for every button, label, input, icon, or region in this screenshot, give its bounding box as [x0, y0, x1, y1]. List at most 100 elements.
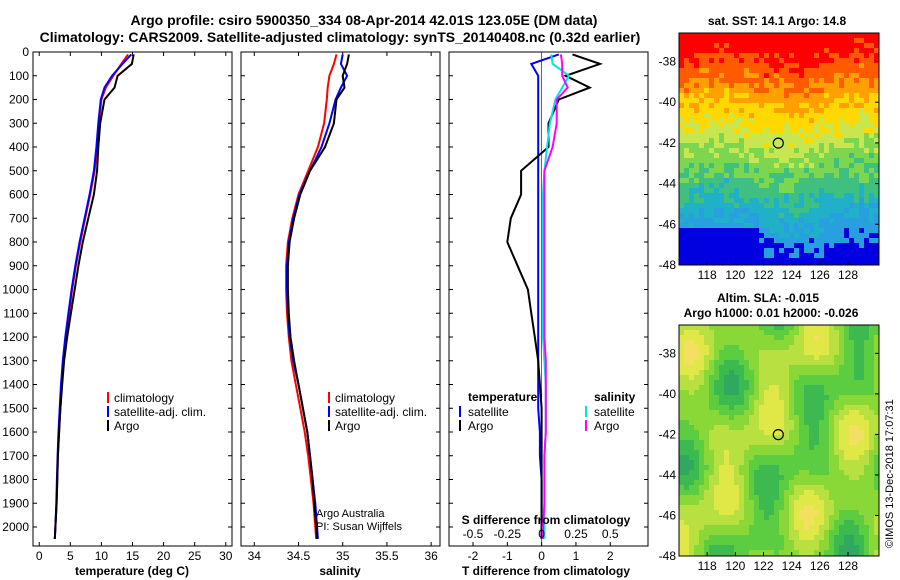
sla-cell [754, 430, 759, 435]
sst-cell [679, 58, 684, 63]
sla-cell [829, 480, 834, 485]
sla-cell [744, 365, 749, 370]
sla-cell [704, 510, 709, 515]
sst-cell [849, 148, 854, 153]
sst-cell [789, 168, 794, 173]
sla-cell [854, 405, 859, 410]
sst-cell [799, 208, 804, 213]
sla-cell [744, 405, 749, 410]
sla-cell [804, 455, 809, 460]
sla-cell [679, 425, 684, 430]
sla-cell [724, 465, 729, 470]
sla-cell [759, 385, 764, 390]
sst-cell [819, 133, 824, 138]
sst-cell [709, 93, 714, 98]
sst-cell [689, 238, 694, 243]
sst-cell [859, 248, 864, 253]
sla-cell [854, 435, 859, 440]
sla-cell [679, 545, 684, 550]
sla-cell [754, 395, 759, 400]
sla-cell [774, 485, 779, 490]
sst-cell [764, 73, 769, 78]
sst-cell [744, 248, 749, 253]
sst-cell [844, 133, 849, 138]
sst-cell [694, 138, 699, 143]
sst-cell [819, 123, 824, 128]
sst-cell [704, 93, 709, 98]
sst-cell [754, 163, 759, 168]
sst-cell [819, 63, 824, 68]
map-y-tick-label: -46 [659, 508, 677, 522]
sla-cell [789, 450, 794, 455]
sst-cell [829, 183, 834, 188]
sla-cell [704, 345, 709, 350]
sla-cell [794, 535, 799, 540]
sla-cell [779, 540, 784, 545]
sst-cell [724, 58, 729, 63]
sst-cell [874, 173, 879, 178]
sla-cell [799, 530, 804, 535]
sst-cell [834, 143, 839, 148]
sst-cell [734, 183, 739, 188]
sst-cell [809, 183, 814, 188]
sst-cell [679, 248, 684, 253]
sla-cell [864, 350, 869, 355]
sst-cell [704, 133, 709, 138]
sla-cell [864, 325, 869, 330]
sst-cell [814, 153, 819, 158]
sla-cell [704, 420, 709, 425]
sst-cell [809, 33, 814, 38]
sst-cell [699, 73, 704, 78]
sla-cell [779, 535, 784, 540]
sst-cell [729, 243, 734, 248]
sla-cell [689, 470, 694, 475]
sst-cell [769, 238, 774, 243]
sla-cell [744, 495, 749, 500]
sst-cell [744, 243, 749, 248]
sst-cell [694, 233, 699, 238]
sst-cell [739, 213, 744, 218]
sst-cell [874, 223, 879, 228]
sla-cell [854, 510, 859, 515]
sst-cell [854, 263, 859, 265]
sla-cell [809, 335, 814, 340]
sla-cell [684, 515, 689, 520]
sla-cell [754, 410, 759, 415]
sst-cell [694, 58, 699, 63]
sla-cell [774, 365, 779, 370]
sst-cell [774, 133, 779, 138]
sst-cell [874, 153, 879, 158]
sst-cell [749, 213, 754, 218]
sla-cell [719, 500, 724, 505]
sla-cell [739, 335, 744, 340]
sla-cell [804, 385, 809, 390]
sla-cell [699, 420, 704, 425]
sst-cell [764, 168, 769, 173]
sla-cell [844, 400, 849, 405]
sla-cell [854, 365, 859, 370]
sst-cell [794, 138, 799, 143]
sla-cell [789, 545, 794, 550]
sst-cell [689, 93, 694, 98]
sla-cell [809, 510, 814, 515]
sla-cell [754, 505, 759, 510]
sst-cell [844, 223, 849, 228]
sst-cell [714, 198, 719, 203]
sst-cell [749, 223, 754, 228]
sst-cell [839, 213, 844, 218]
sla-cell [694, 480, 699, 485]
sst-cell [739, 88, 744, 93]
sst-cell [789, 98, 794, 103]
sst-cell [854, 213, 859, 218]
sla-cell [709, 455, 714, 460]
sst-cell [804, 213, 809, 218]
sst-cell [739, 78, 744, 83]
sst-cell [864, 138, 869, 143]
sst-cell [834, 153, 839, 158]
sst-cell [854, 203, 859, 208]
sst-cell [684, 208, 689, 213]
sla-cell [679, 345, 684, 350]
sst-cell [764, 263, 769, 265]
sla-cell [859, 515, 864, 520]
sla-cell [869, 445, 874, 450]
